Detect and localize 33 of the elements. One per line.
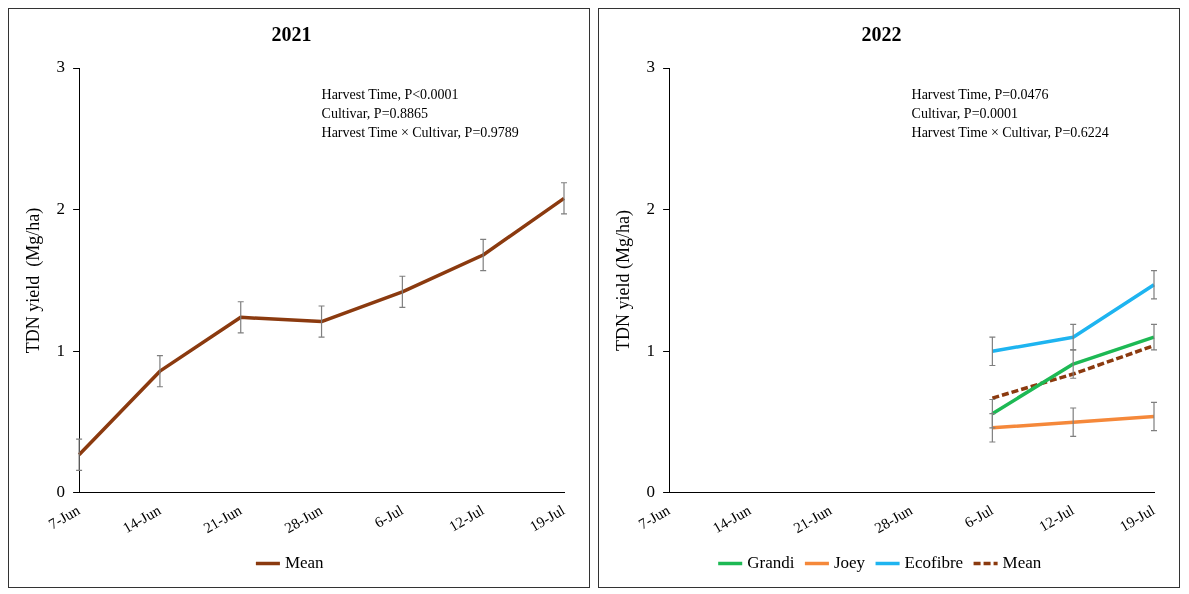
- y-tick-label: 0: [646, 482, 656, 502]
- x-tick-label: 28-Jun: [871, 501, 916, 537]
- x-tick-label: 14-Jun: [710, 501, 754, 537]
- x-tick-label: 6-Jul: [371, 501, 406, 531]
- annotation: Harvest Time × Cultivar, P=0.6224: [911, 124, 1109, 140]
- legend-label: Grandi: [747, 552, 795, 572]
- annotation: Cultivar, P=0.8865: [321, 105, 429, 121]
- x-tick-label: 14-Jun: [120, 501, 164, 537]
- x-tick-label: 7-Jun: [45, 501, 83, 533]
- x-tick-label: 7-Jun: [635, 501, 673, 533]
- annotation: Harvest Time × Cultivar, P=0.9789: [321, 124, 519, 140]
- x-tick-label: 21-Jun: [200, 501, 245, 537]
- annotation: Harvest Time, P=0.0476: [911, 86, 1049, 102]
- y-tick-label: 3: [646, 57, 656, 77]
- legend-label: Joey: [833, 552, 866, 572]
- annotation: Cultivar, P=0.0001: [911, 105, 1019, 121]
- y-tick-label: 1: [56, 340, 66, 360]
- y-tick-label: 1: [646, 340, 656, 360]
- y-tick-label: 2: [646, 199, 656, 219]
- y-tick-label: 2: [56, 199, 66, 219]
- y-tick-label: 0: [56, 482, 66, 502]
- y-tick-label: 3: [56, 57, 66, 77]
- y-axis-title: TDN yield (Mg/ha): [22, 207, 44, 354]
- x-tick-label: 6-Jul: [961, 501, 996, 531]
- legend-label: Mean: [284, 552, 325, 572]
- y-axis-title: TDN yield (Mg/ha): [612, 210, 634, 351]
- legend-label: Ecofibre: [904, 552, 964, 572]
- x-tick-label: 21-Jun: [790, 501, 835, 537]
- annotation: Harvest Time, P<0.0001: [321, 86, 459, 102]
- x-tick-label: 28-Jun: [281, 501, 326, 537]
- chart-title: 2021: [271, 23, 312, 46]
- legend-label: Mean: [1002, 552, 1042, 572]
- chart-title: 2022: [861, 23, 902, 46]
